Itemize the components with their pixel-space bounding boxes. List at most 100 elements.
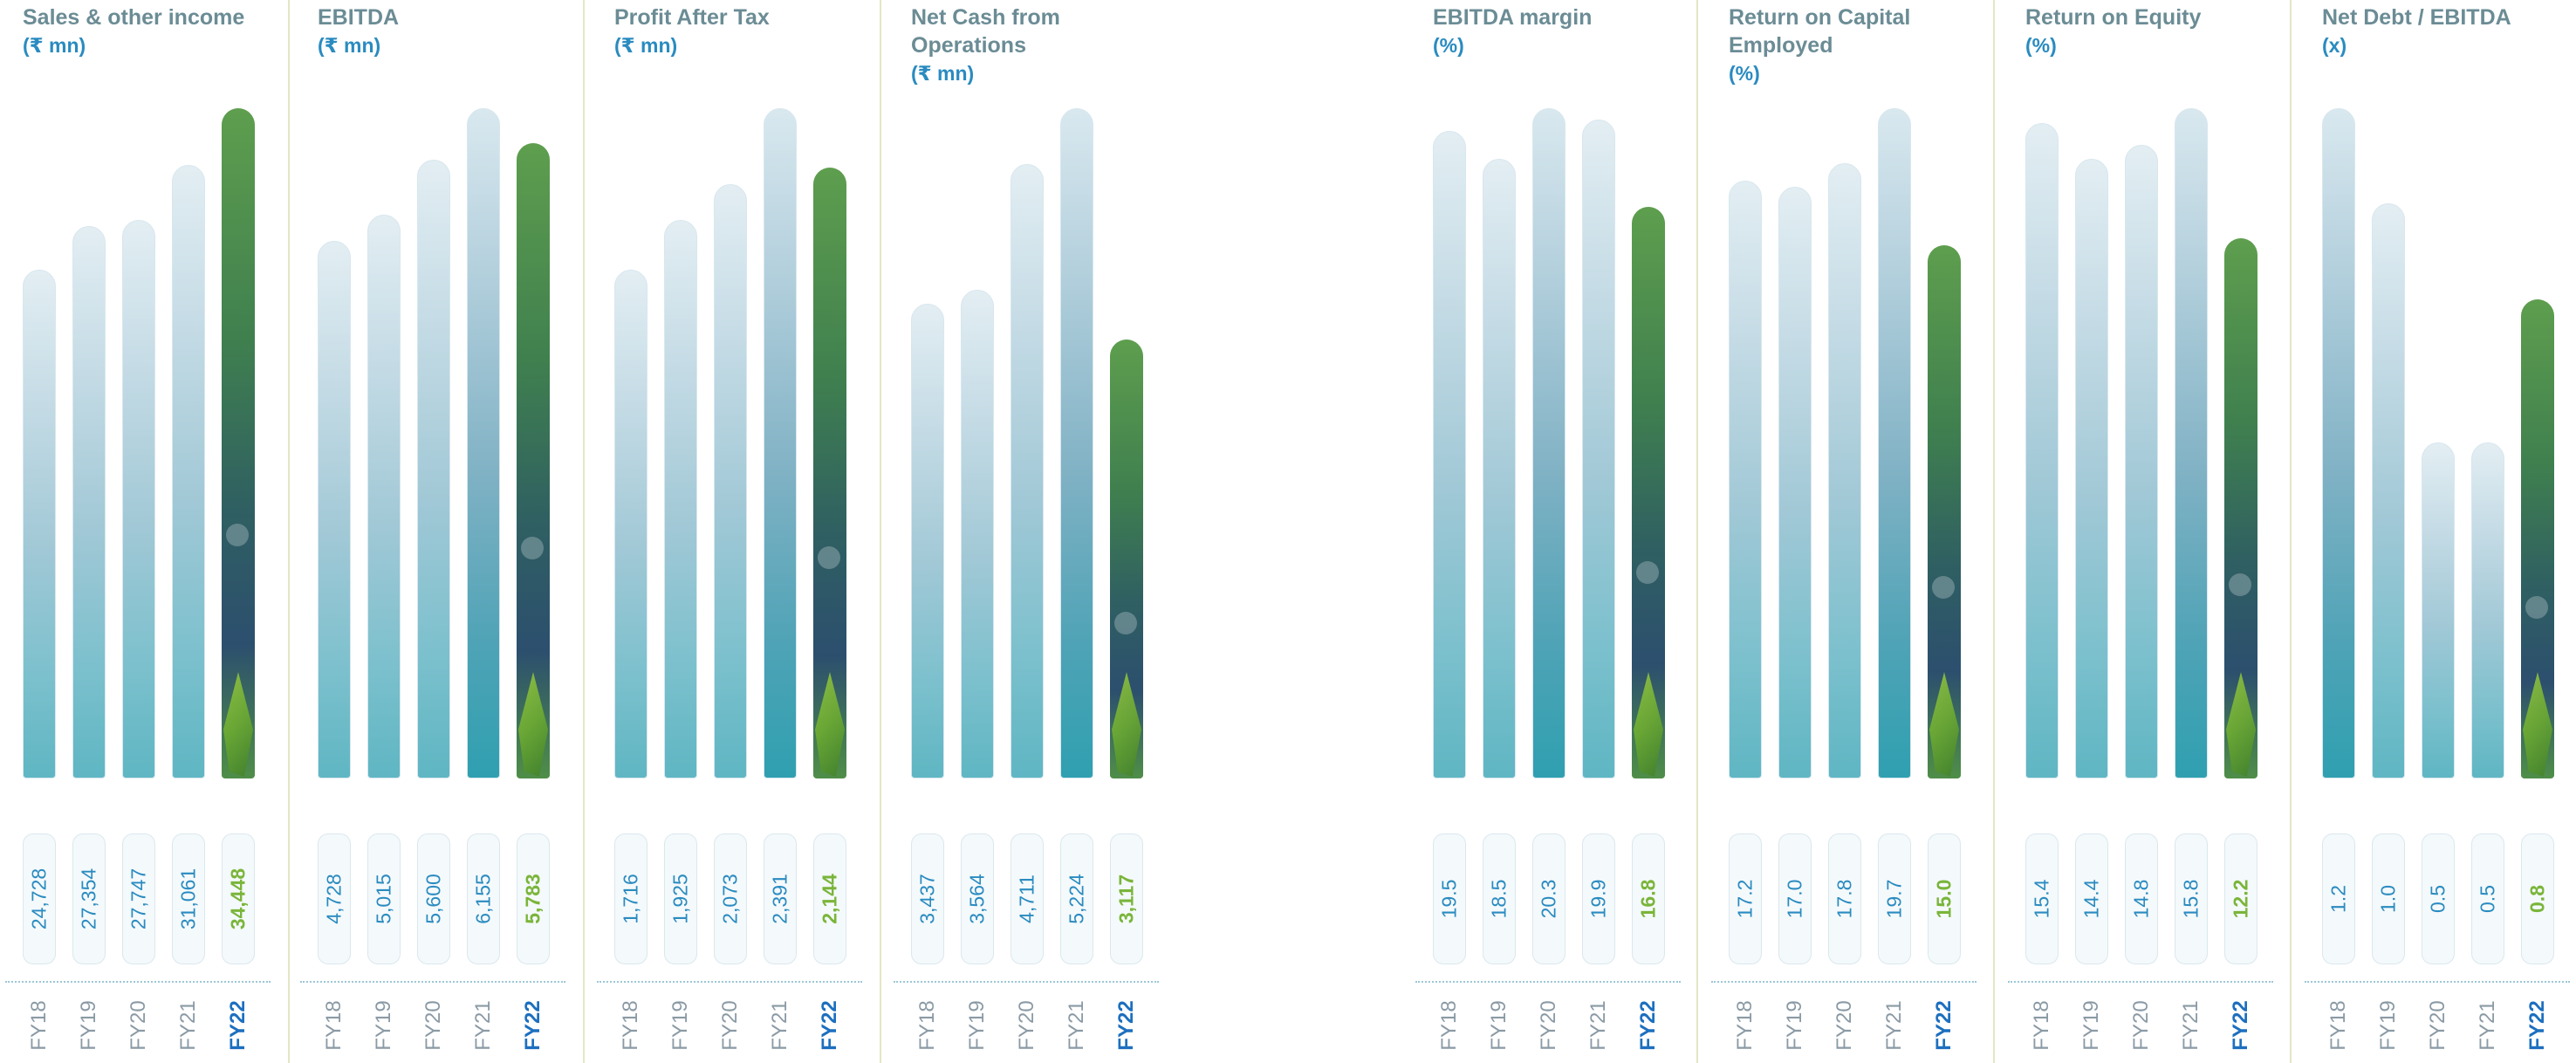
- data-label: 31,061: [172, 833, 205, 964]
- bar-fy18: [318, 241, 351, 778]
- x-tick-label-text: FY20: [2129, 1000, 2153, 1051]
- data-label-text: 27,354: [77, 868, 100, 930]
- x-tick-label: FY21: [467, 991, 500, 1060]
- data-label: 15.0: [1928, 833, 1961, 964]
- x-tick-label: FY18: [614, 991, 647, 1060]
- data-label-text: 16.8: [1636, 879, 1660, 919]
- bar-fy18: [1729, 181, 1762, 778]
- x-tick-label-text: FY19: [77, 1000, 100, 1051]
- x-tick-label-text: FY19: [2376, 1000, 2400, 1051]
- data-label-text: 4,711: [1015, 874, 1038, 923]
- bar-fy21: [467, 108, 500, 778]
- data-label: 17.2: [1729, 833, 1762, 964]
- data-label: 1,716: [614, 833, 647, 964]
- chart-unit: (₹ mn): [911, 62, 975, 85]
- chart-panel: EBITDA (₹ mn) 4,728 FY18 5,015 FY19 5,600 FY20 6…: [295, 0, 592, 1063]
- x-tick-label-text: FY18: [27, 1000, 51, 1051]
- chart-panel: Sales & other income (₹ mn) 24,728 FY18 27,3…: [0, 0, 297, 1063]
- data-label: 5,600: [417, 833, 450, 964]
- data-label: 1.2: [2322, 833, 2355, 964]
- data-label-text: 31,061: [176, 868, 200, 930]
- x-tick-label: FY22: [2521, 991, 2554, 1060]
- data-label: 17.0: [1778, 833, 1812, 964]
- chart-title-text: Sales & other income: [23, 5, 245, 30]
- chart-title: Net Debt / EBITDA (x): [2322, 3, 2576, 59]
- data-label: 3,564: [961, 833, 994, 964]
- x-tick-label-text: FY19: [965, 1000, 989, 1051]
- data-label: 19.9: [1582, 833, 1615, 964]
- chart-title-text: EBITDA margin: [1433, 5, 1593, 30]
- chart-title: EBITDA (₹ mn): [318, 3, 579, 59]
- bar-fy19: [961, 290, 994, 778]
- x-tick-label: FY19: [961, 991, 994, 1060]
- data-label-text: 19.7: [1882, 879, 1906, 919]
- x-tick-label-text: FY22: [818, 1000, 841, 1051]
- panel-divider: [1696, 0, 1698, 1063]
- data-label: 27,354: [72, 833, 106, 964]
- data-label: 19.7: [1878, 833, 1911, 964]
- bar-fy20: [1011, 164, 1044, 778]
- x-tick-label: FY20: [2422, 991, 2455, 1060]
- bar-fy21: [172, 164, 205, 778]
- bar-fy18: [2025, 122, 2059, 778]
- axis-dotted-line: [1415, 981, 1681, 983]
- data-label-text: 12.2: [2229, 879, 2252, 919]
- x-tick-label: FY21: [172, 991, 205, 1060]
- x-tick-label: FY22: [1110, 991, 1143, 1060]
- x-tick-label-text: FY20: [2426, 1000, 2449, 1051]
- data-label-text: 5,224: [1065, 874, 1088, 924]
- bar-fy19: [2372, 203, 2405, 778]
- data-label: 18.5: [1483, 833, 1516, 964]
- bar-fy20: [2125, 144, 2158, 778]
- chart-title-text: Profit After Tax: [614, 5, 770, 30]
- data-label-text: 0.8: [2525, 885, 2549, 913]
- data-label-text: 5,015: [372, 874, 395, 924]
- data-label: 6,155: [467, 833, 500, 964]
- chart-title-text: Return on Equity: [2025, 5, 2202, 30]
- bar-fy20: [417, 160, 450, 778]
- bar-fy18: [2322, 108, 2355, 778]
- data-label-text: 24,728: [27, 868, 51, 930]
- x-tick-label-text: FY19: [668, 1000, 692, 1051]
- data-label-text: 14.4: [2079, 879, 2103, 919]
- x-tick-label-text: FY21: [471, 1000, 495, 1051]
- x-tick-label-text: FY22: [1932, 1000, 1956, 1051]
- x-tick-label-text: FY22: [226, 1000, 250, 1051]
- bar-fy21: [1878, 108, 1911, 778]
- data-label-text: 3,117: [1114, 874, 1138, 924]
- x-tick-label-text: FY21: [176, 1000, 200, 1051]
- x-tick-label: FY18: [2322, 991, 2355, 1060]
- bar-fy20: [1532, 108, 1565, 778]
- bar-fy18: [911, 304, 944, 778]
- data-label-text: 2,073: [718, 874, 742, 924]
- x-tick-label: FY21: [1582, 991, 1615, 1060]
- bar-fy20: [714, 184, 747, 778]
- x-tick-label-text: FY20: [127, 1000, 150, 1051]
- bar-fy19: [664, 219, 697, 778]
- bar-fy20: [2422, 442, 2455, 778]
- x-tick-label-text: FY20: [1015, 1000, 1038, 1051]
- x-tick-label-text: FY22: [2525, 1000, 2549, 1051]
- data-label-text: 0.5: [2426, 885, 2449, 913]
- chart-title-text: Net Cash from Operations: [911, 5, 1060, 58]
- data-label: 2,073: [714, 833, 747, 964]
- data-label: 3,437: [911, 833, 944, 964]
- x-tick-label: FY21: [764, 991, 797, 1060]
- x-tick-label-text: FY19: [1487, 1000, 1511, 1051]
- data-label: 14.4: [2075, 833, 2108, 964]
- x-tick-label-text: FY22: [1114, 1000, 1138, 1051]
- x-tick-label: FY19: [72, 991, 106, 1060]
- x-tick-label: FY20: [122, 991, 155, 1060]
- x-tick-label-text: FY18: [1437, 1000, 1461, 1051]
- data-label: 15.4: [2025, 833, 2059, 964]
- data-label-text: 1,925: [668, 874, 692, 924]
- bar-fy22: [813, 167, 846, 778]
- data-label: 19.5: [1433, 833, 1466, 964]
- bar-fy18: [614, 270, 647, 778]
- chart-panel: Net Debt / EBITDA (x) 1.2 FY18 1.0 FY19 0.5 FY2…: [2299, 0, 2576, 1063]
- data-label-text: 17.2: [1733, 879, 1757, 919]
- panel-divider: [880, 0, 881, 1063]
- data-label: 4,728: [318, 833, 351, 964]
- x-tick-label: FY18: [1729, 991, 1762, 1060]
- x-tick-label-text: FY22: [1636, 1000, 1660, 1051]
